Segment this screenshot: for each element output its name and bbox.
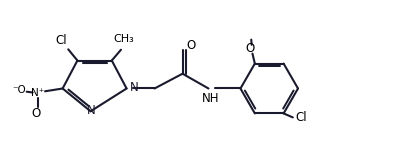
Text: methoxy: methoxy [233,26,269,35]
Text: O: O [187,39,196,52]
Text: ⁻O: ⁻O [12,85,26,96]
Text: Cl: Cl [295,111,307,124]
Text: N: N [130,81,138,94]
Text: OCH₃: OCH₃ [240,28,262,37]
Text: Cl: Cl [56,34,67,47]
Text: methyl: methyl [238,27,265,36]
Text: N⁺: N⁺ [31,88,45,98]
Text: NH: NH [202,92,220,105]
Text: OCH₃: OCH₃ [251,34,254,35]
Text: O: O [245,42,255,55]
Text: N: N [87,104,96,117]
Text: CH₃: CH₃ [114,33,135,44]
Text: O: O [32,107,41,120]
